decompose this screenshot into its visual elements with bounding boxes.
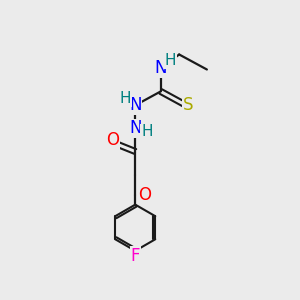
Text: O: O xyxy=(106,131,119,149)
Text: O: O xyxy=(139,186,152,204)
Text: N: N xyxy=(129,119,142,137)
Text: H: H xyxy=(165,53,176,68)
Text: H: H xyxy=(141,124,153,140)
Text: N: N xyxy=(154,59,167,77)
Text: H: H xyxy=(120,91,131,106)
Text: S: S xyxy=(183,96,193,114)
Text: F: F xyxy=(130,247,140,265)
Text: N: N xyxy=(129,96,142,114)
